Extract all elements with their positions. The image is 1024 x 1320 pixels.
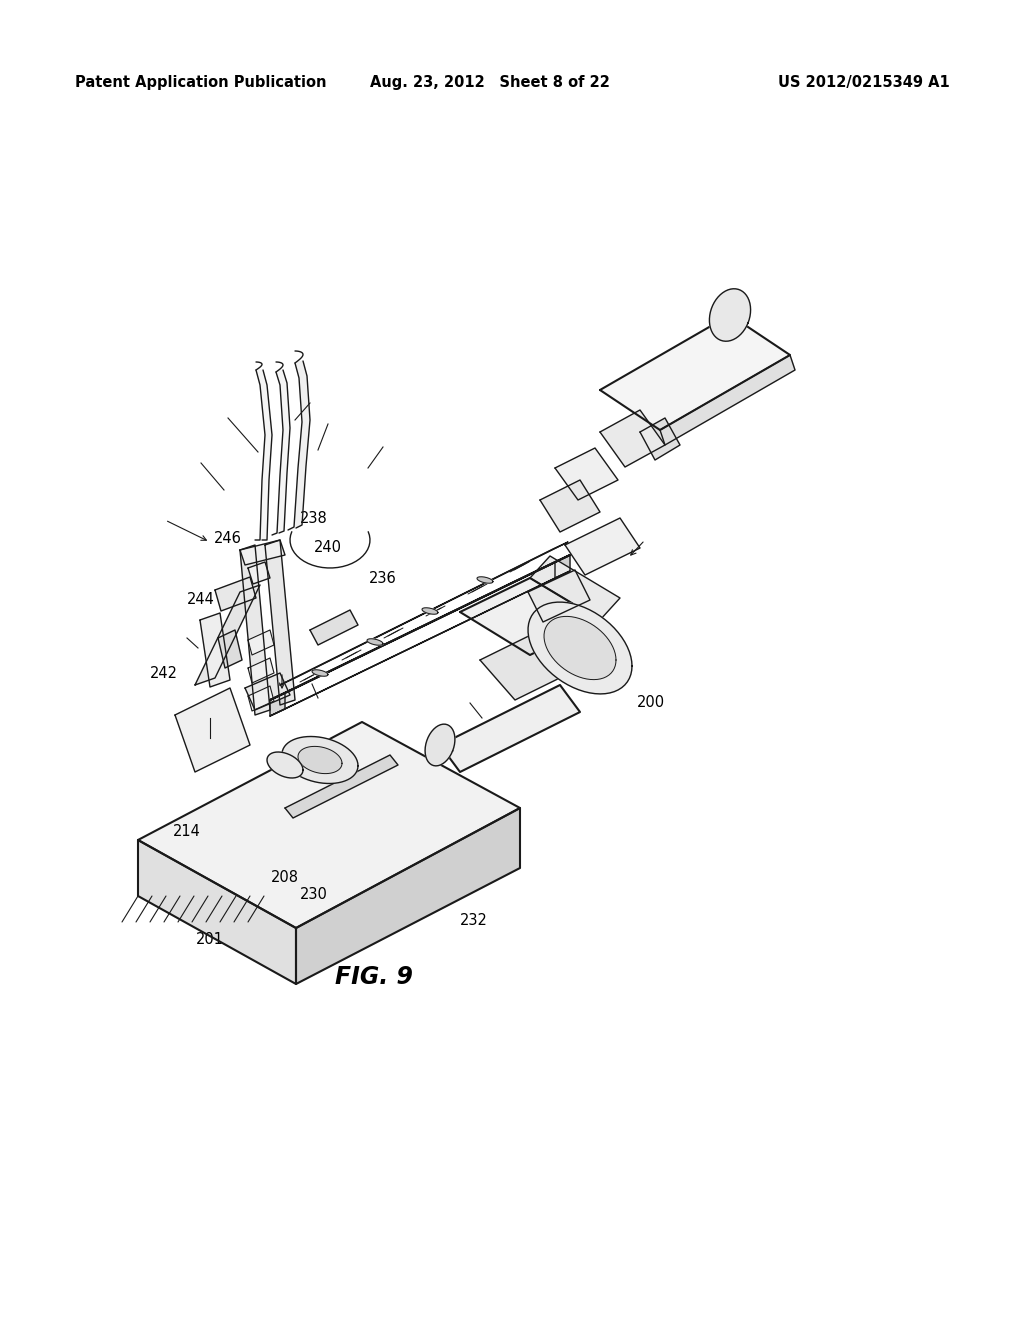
Polygon shape [282, 737, 358, 784]
Polygon shape [312, 669, 328, 676]
Polygon shape [477, 577, 493, 583]
Polygon shape [245, 673, 290, 710]
Polygon shape [248, 562, 270, 583]
Text: US 2012/0215349 A1: US 2012/0215349 A1 [778, 75, 950, 90]
Text: Aug. 23, 2012  Sheet 8 of 22: Aug. 23, 2012 Sheet 8 of 22 [370, 75, 610, 90]
Polygon shape [425, 725, 455, 766]
Text: 201: 201 [196, 932, 224, 948]
Polygon shape [710, 289, 751, 342]
Text: 240: 240 [313, 540, 342, 556]
Polygon shape [195, 585, 260, 685]
Polygon shape [640, 418, 680, 459]
Polygon shape [480, 628, 580, 700]
Text: 214: 214 [172, 824, 201, 840]
Polygon shape [310, 610, 358, 645]
Polygon shape [270, 554, 570, 700]
Polygon shape [530, 556, 620, 620]
Polygon shape [248, 657, 274, 682]
Text: Patent Application Publication: Patent Application Publication [75, 75, 327, 90]
Polygon shape [288, 360, 310, 531]
Polygon shape [540, 480, 600, 532]
Polygon shape [528, 570, 590, 622]
Polygon shape [565, 517, 640, 576]
Text: 200: 200 [637, 694, 666, 710]
Polygon shape [544, 616, 616, 680]
Polygon shape [555, 554, 570, 578]
Polygon shape [267, 752, 303, 777]
Text: 208: 208 [270, 870, 299, 886]
Polygon shape [138, 722, 520, 928]
Polygon shape [272, 370, 290, 535]
Polygon shape [528, 602, 632, 694]
Polygon shape [215, 577, 256, 611]
Polygon shape [270, 693, 285, 715]
Text: FIG. 9: FIG. 9 [335, 965, 413, 989]
Polygon shape [555, 447, 618, 500]
Polygon shape [285, 755, 398, 818]
Text: 232: 232 [460, 912, 488, 928]
Polygon shape [296, 808, 520, 983]
Polygon shape [298, 746, 342, 774]
Polygon shape [138, 840, 296, 983]
Text: 236: 236 [369, 570, 397, 586]
Polygon shape [422, 607, 438, 614]
Polygon shape [600, 315, 790, 430]
Polygon shape [600, 411, 665, 467]
Polygon shape [255, 370, 272, 540]
Polygon shape [248, 630, 274, 655]
Text: 242: 242 [150, 665, 178, 681]
Polygon shape [460, 578, 600, 655]
Polygon shape [265, 540, 295, 705]
Text: 244: 244 [186, 591, 215, 607]
Text: 246: 246 [213, 531, 242, 546]
Text: 238: 238 [299, 511, 328, 527]
Polygon shape [248, 686, 274, 711]
Polygon shape [280, 543, 568, 685]
Text: 230: 230 [299, 887, 328, 903]
Polygon shape [368, 639, 383, 645]
Polygon shape [660, 355, 795, 445]
Polygon shape [270, 572, 570, 715]
Polygon shape [218, 630, 242, 668]
Polygon shape [175, 688, 250, 772]
Polygon shape [200, 612, 230, 686]
Polygon shape [240, 540, 285, 565]
Polygon shape [440, 685, 580, 772]
Polygon shape [240, 545, 270, 715]
